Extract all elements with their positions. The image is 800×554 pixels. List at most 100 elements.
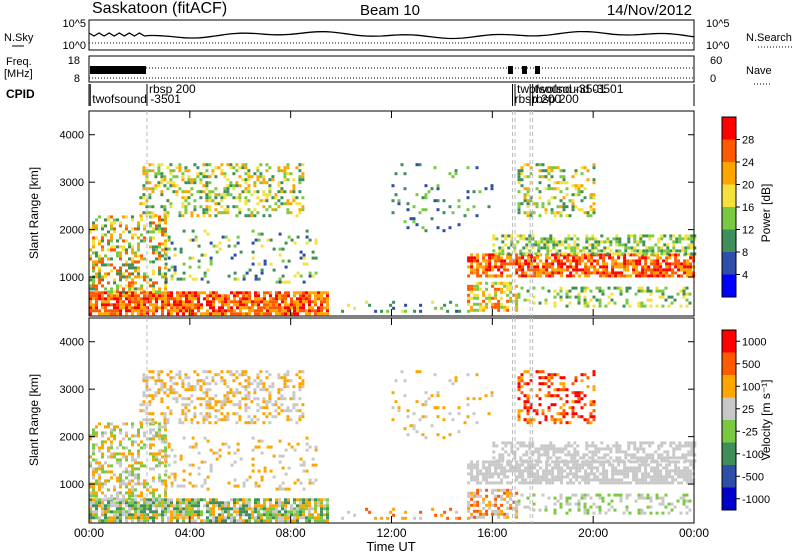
power-echo-cell	[574, 205, 578, 209]
velocity-echo-cell	[242, 504, 245, 508]
power-echo-cell	[403, 187, 407, 191]
velocity-echo-cell	[206, 439, 210, 443]
velocity-echo-cell	[523, 370, 527, 374]
power-echo-cell	[268, 184, 272, 188]
power-echo-cell	[473, 287, 477, 291]
velocity-echo-cell	[510, 447, 514, 451]
power-echo-cell	[566, 253, 570, 257]
power-echo-cell	[212, 300, 215, 304]
power-echo-cell	[302, 280, 306, 284]
velocity-echo-cell	[164, 491, 167, 495]
power-echo-cell	[107, 309, 110, 313]
velocity-echo-cell	[542, 478, 546, 482]
power-echo-cell	[485, 259, 489, 263]
velocity-echo-cell	[680, 469, 684, 473]
velocity-echo-cell	[535, 409, 539, 413]
velocity-echo-cell	[223, 394, 227, 398]
power-echo-cell	[311, 300, 314, 304]
power-echo-cell	[179, 309, 182, 313]
velocity-echo-cell	[95, 482, 98, 486]
velocity-echo-cell	[137, 507, 140, 511]
power-echo-cell	[254, 297, 257, 301]
power-echo-cell	[651, 246, 655, 250]
velocity-echo-cell	[623, 472, 627, 476]
power-echo-cell	[134, 233, 137, 237]
power-echo-cell	[490, 184, 494, 188]
velocity-echo-cell	[593, 478, 597, 482]
velocity-echo-cell	[639, 444, 643, 448]
velocity-echo-cell	[286, 415, 290, 419]
velocity-echo-cell	[623, 469, 627, 473]
power-echo-cell	[178, 163, 182, 167]
power-echo-cell	[244, 163, 248, 167]
velocity-echo-cell	[167, 445, 171, 449]
velocity-echo-cell	[552, 453, 556, 457]
power-echo-cell	[178, 169, 182, 173]
power-echo-cell	[128, 230, 131, 234]
sky-panel-frame	[88, 19, 695, 51]
power-echo-cell	[566, 256, 570, 260]
power-echo-cell	[164, 266, 167, 270]
velocity-echo-cell	[140, 440, 143, 444]
velocity-echo-cell	[644, 478, 648, 482]
velocity-echo-cell	[125, 431, 128, 435]
velocity-echo-cell	[188, 513, 191, 517]
velocity-echo-cell	[149, 507, 152, 511]
velocity-echo-cell	[197, 513, 200, 517]
power-echo-cell	[242, 297, 245, 301]
velocity-echo-cell	[254, 498, 257, 502]
power-echo-cell	[110, 297, 113, 301]
power-echo-cell	[122, 303, 125, 307]
velocity-echo-cell	[497, 512, 501, 516]
power-echo-cell	[592, 181, 596, 185]
velocity-echo-cell	[542, 475, 546, 479]
velocity-echo-cell	[212, 519, 215, 523]
power-echo-cell	[104, 300, 107, 304]
power-echo-cell	[562, 202, 566, 206]
power-echo-cell	[101, 291, 104, 295]
velocity-echo-cell	[92, 498, 95, 502]
velocity-echo-cell	[641, 478, 645, 482]
power-echo-cell	[675, 249, 679, 253]
velocity-echo-cell	[137, 519, 140, 523]
velocity-echo-cell	[202, 382, 206, 386]
velocity-echo-cell	[612, 444, 616, 448]
power-echo-cell	[110, 287, 113, 291]
power-echo-cell	[161, 300, 164, 304]
power-echo-cell	[239, 309, 242, 313]
velocity-echo-cell	[278, 501, 281, 505]
velocity-echo-cell	[689, 463, 693, 467]
power-echo-cell	[286, 199, 290, 203]
velocity-echo-cell	[200, 519, 203, 523]
power-echo-cell	[131, 236, 134, 240]
velocity-echo-cell	[281, 519, 284, 523]
velocity-echo-cell	[293, 481, 297, 485]
velocity-echo-cell	[140, 513, 143, 517]
velocity-echo-cell	[507, 459, 511, 463]
velocity-echo-cell	[101, 434, 104, 438]
velocity-echo-cell	[292, 397, 296, 401]
power-echo-cell	[208, 193, 212, 197]
power-echo-cell	[247, 190, 251, 194]
velocity-echo-cell	[667, 502, 671, 506]
power-echo-cell	[470, 305, 474, 309]
velocity-echo-cell	[209, 448, 213, 452]
power-echo-cell	[569, 262, 573, 266]
velocity-echo-cell	[167, 501, 170, 505]
power-echo-cell	[618, 252, 622, 256]
power-echo-cell	[131, 294, 134, 298]
power-echo-cell	[227, 297, 230, 301]
power-echo-cell	[221, 306, 224, 310]
velocity-echo-cell	[152, 455, 155, 459]
velocity-echo-cell	[143, 479, 146, 483]
power-echo-cell	[185, 306, 188, 310]
velocity-echo-cell	[618, 459, 622, 463]
power-echo-cell	[245, 294, 248, 298]
power-echo-cell	[160, 178, 164, 182]
velocity-echo-cell	[188, 472, 192, 476]
velocity-echo-cell	[488, 460, 492, 464]
velocity-echo-cell	[89, 507, 92, 511]
power-echo-cell	[392, 306, 396, 310]
power-echo-cell	[436, 184, 440, 188]
power-echo-cell	[143, 303, 146, 307]
